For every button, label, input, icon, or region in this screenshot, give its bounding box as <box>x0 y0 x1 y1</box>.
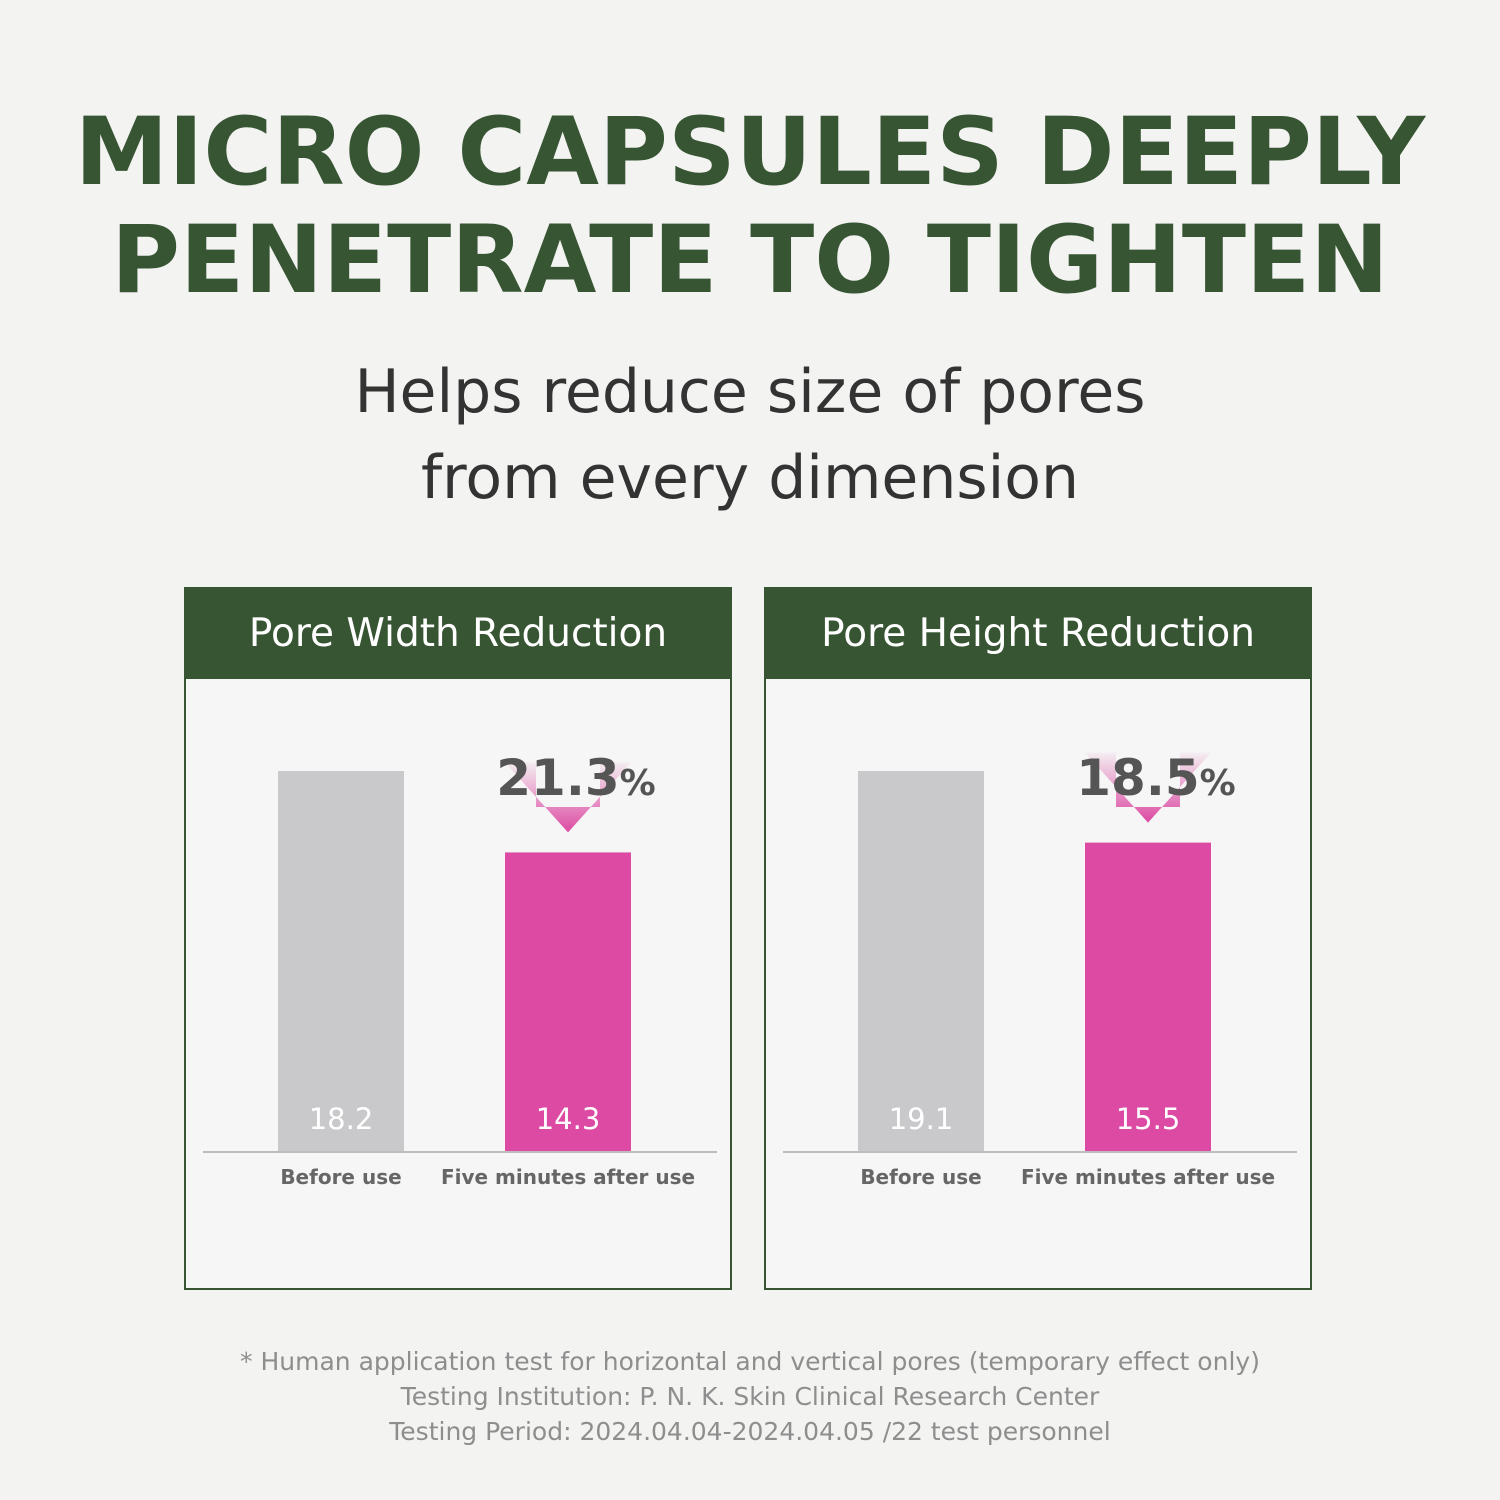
reduction-percentage: 18.5% <box>1076 749 1235 807</box>
subtitle-line-1: Helps reduce size of pores <box>354 357 1146 427</box>
headline-line-1: MICRO CAPSULES DEEPLY <box>74 98 1426 207</box>
bar-value-label: 15.5 <box>1116 1102 1181 1136</box>
reduction-arrow-icon <box>505 762 631 833</box>
bar-before-use <box>278 771 404 1151</box>
headline-line-2: PENETRATE TO TIGHTEN <box>111 206 1389 315</box>
pore-width-chart: 18.2 Before use 14.3 Five minutes after use… <box>203 749 717 1189</box>
footnote-period: Testing Period: 2024.04.04-2024.04.05 /2… <box>389 1417 1111 1446</box>
reduction-value: 18.5 <box>1076 749 1199 807</box>
subtitle-line-2: from every dimension <box>420 443 1080 513</box>
bar-before-use <box>858 771 984 1151</box>
bar-value-label: 18.2 <box>309 1102 374 1136</box>
reduction-value: 21.3 <box>496 749 619 807</box>
pore-height-chart: 19.1 Before use 15.5 Five minutes after use… <box>783 749 1297 1189</box>
category-label: Five minutes after use <box>441 1165 695 1189</box>
reduction-unit: % <box>620 763 656 804</box>
footnote-institution: Testing Institution: P. N. K. Skin Clini… <box>400 1382 1100 1411</box>
bar-after-use <box>505 852 631 1151</box>
pore-height-chart-panel: Pore Height Reduction 19.1 Before use 15.5… <box>764 587 1312 1290</box>
footnote-test-description: * Human application test for horizontal … <box>240 1347 1260 1376</box>
reduction-percentage: 21.3% <box>496 749 655 807</box>
chart-title: Pore Height Reduction <box>766 589 1310 679</box>
bar-after-use <box>1085 842 1211 1151</box>
reduction-arrow-icon <box>1085 752 1211 823</box>
bar-value-label: 19.1 <box>889 1102 954 1136</box>
pore-width-chart-panel: Pore Width Reduction 18.2 Before use 14.3 F… <box>184 587 732 1290</box>
bar-value-label: 14.3 <box>536 1102 601 1136</box>
category-label: Before use <box>860 1165 981 1189</box>
category-label: Five minutes after use <box>1021 1165 1275 1189</box>
reduction-unit: % <box>1200 763 1236 804</box>
chart-title: Pore Width Reduction <box>186 589 730 679</box>
category-label: Before use <box>280 1165 401 1189</box>
